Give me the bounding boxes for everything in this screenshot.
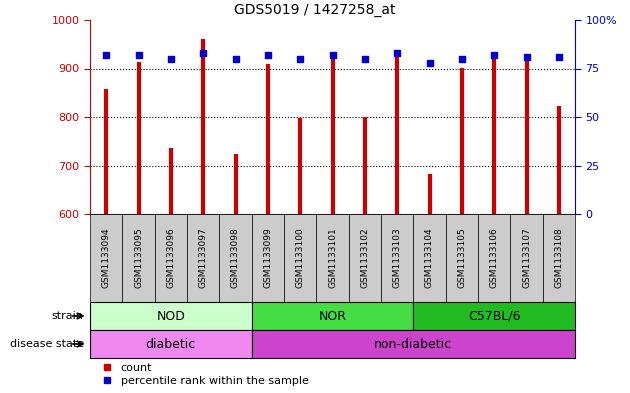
Text: GSM1133108: GSM1133108 [554,228,563,288]
Point [166,56,176,62]
Text: GSM1133103: GSM1133103 [392,228,402,288]
Text: GSM1133101: GSM1133101 [328,228,337,288]
Text: GSM1133106: GSM1133106 [490,228,499,288]
Point [392,50,402,56]
Text: NOR: NOR [319,310,347,323]
Point [328,52,338,58]
Text: C57BL/6: C57BL/6 [468,310,520,323]
Text: strain: strain [52,311,84,321]
Text: GSM1133104: GSM1133104 [425,228,434,288]
Text: GSM1133096: GSM1133096 [166,228,175,288]
Text: GSM1133098: GSM1133098 [231,228,240,288]
Text: GDS5019 / 1427258_at: GDS5019 / 1427258_at [234,3,396,17]
Text: GSM1133107: GSM1133107 [522,228,531,288]
Point [425,59,435,66]
Text: GSM1133099: GSM1133099 [263,228,272,288]
Text: disease state: disease state [9,339,84,349]
Point [134,52,144,58]
Text: NOD: NOD [156,310,185,323]
Text: GSM1133102: GSM1133102 [360,228,369,288]
Text: GSM1133100: GSM1133100 [295,228,305,288]
Text: diabetic: diabetic [146,338,196,351]
Point [360,56,370,62]
Text: non-diabetic: non-diabetic [374,338,452,351]
Point [263,52,273,58]
Point [522,54,532,60]
Text: GSM1133095: GSM1133095 [134,228,143,288]
Legend: count, percentile rank within the sample: count, percentile rank within the sample [102,362,310,387]
Point [489,52,499,58]
Point [198,50,208,56]
Text: GSM1133105: GSM1133105 [457,228,466,288]
Text: GSM1133097: GSM1133097 [198,228,208,288]
Point [457,56,467,62]
Text: GSM1133094: GSM1133094 [101,228,111,288]
Point [231,56,241,62]
Point [295,56,305,62]
Point [554,54,564,60]
Point [101,52,112,58]
